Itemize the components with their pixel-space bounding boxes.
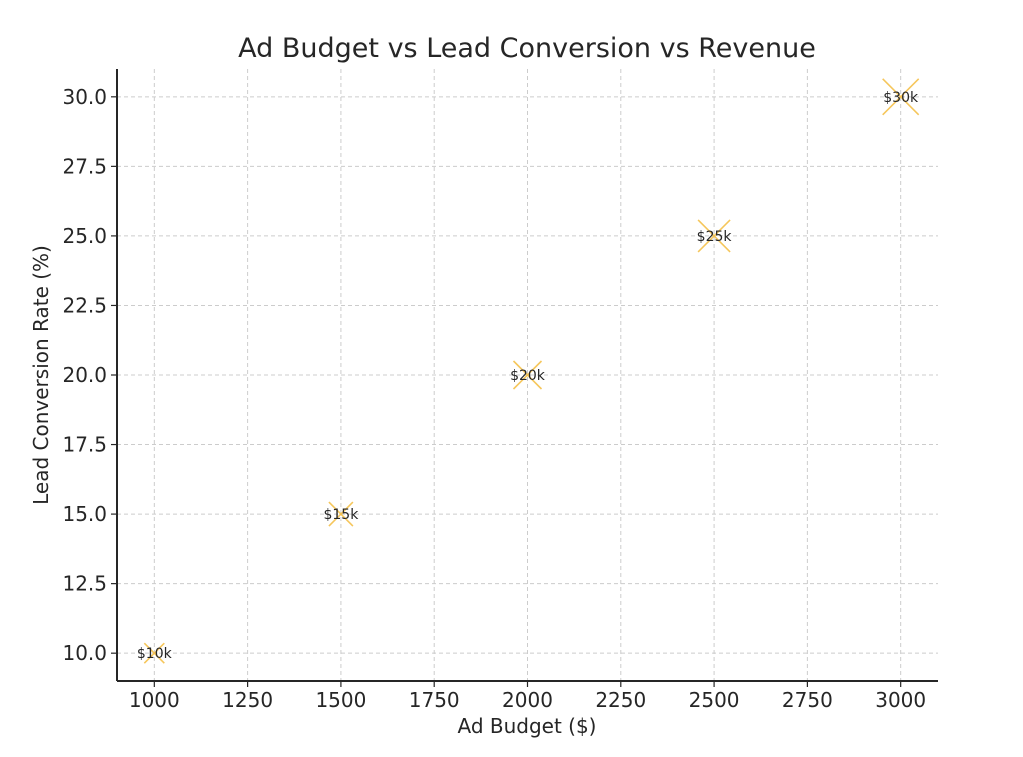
- data-label: $25k: [697, 229, 733, 245]
- data-label: $30k: [883, 90, 919, 106]
- marker-x-stroke: [512, 360, 543, 390]
- chart-title: Ad Budget vs Lead Conversion vs Revenue: [238, 33, 816, 64]
- marker-x-stroke: [143, 642, 165, 664]
- data-points: $10k $15k $20k $25k $30k: [137, 78, 920, 664]
- y-tick-label: 12.5: [62, 572, 107, 596]
- x-tick-label: 2250: [595, 688, 646, 712]
- data-point: $30k: [882, 78, 920, 116]
- x-axis-label: Ad Budget ($): [457, 714, 596, 738]
- x-tick-label: 1250: [222, 688, 273, 712]
- y-tick-label: 15.0: [62, 502, 107, 526]
- data-label: $10k: [137, 646, 173, 662]
- data-label: $20k: [510, 368, 546, 384]
- x-tick-label: 3000: [875, 688, 926, 712]
- y-tick-label: 27.5: [62, 154, 107, 178]
- y-tick-label: 17.5: [62, 433, 107, 457]
- y-tick-label: 25.0: [62, 224, 107, 248]
- marker-x-stroke: [697, 219, 731, 253]
- marker-x-stroke: [328, 501, 354, 527]
- data-point: $25k: [697, 219, 733, 253]
- x-tick-label: 2000: [502, 688, 553, 712]
- x-tick-label: 1750: [409, 688, 460, 712]
- data-point: $10k: [137, 642, 173, 664]
- data-point: $20k: [510, 360, 546, 390]
- x-tick-label: 1000: [129, 688, 180, 712]
- y-tick-label: 10.0: [62, 641, 107, 665]
- x-tick-label: 2500: [689, 688, 740, 712]
- y-tick-label: 20.0: [62, 363, 107, 387]
- x-tick-label: 1500: [315, 688, 366, 712]
- x-tick-label: 2750: [782, 688, 833, 712]
- grid: [117, 69, 938, 681]
- y-tick-label: 30.0: [62, 85, 107, 109]
- axes: 1000 1250 1500 1750 2000 2250 2500 2750 3000 10.0…: [62, 69, 938, 712]
- marker-x-stroke: [882, 78, 920, 116]
- y-axis-label: Lead Conversion Rate (%): [29, 245, 53, 505]
- data-label: $15k: [323, 507, 359, 523]
- y-tick-label: 22.5: [62, 293, 107, 317]
- data-point: $15k: [323, 501, 359, 527]
